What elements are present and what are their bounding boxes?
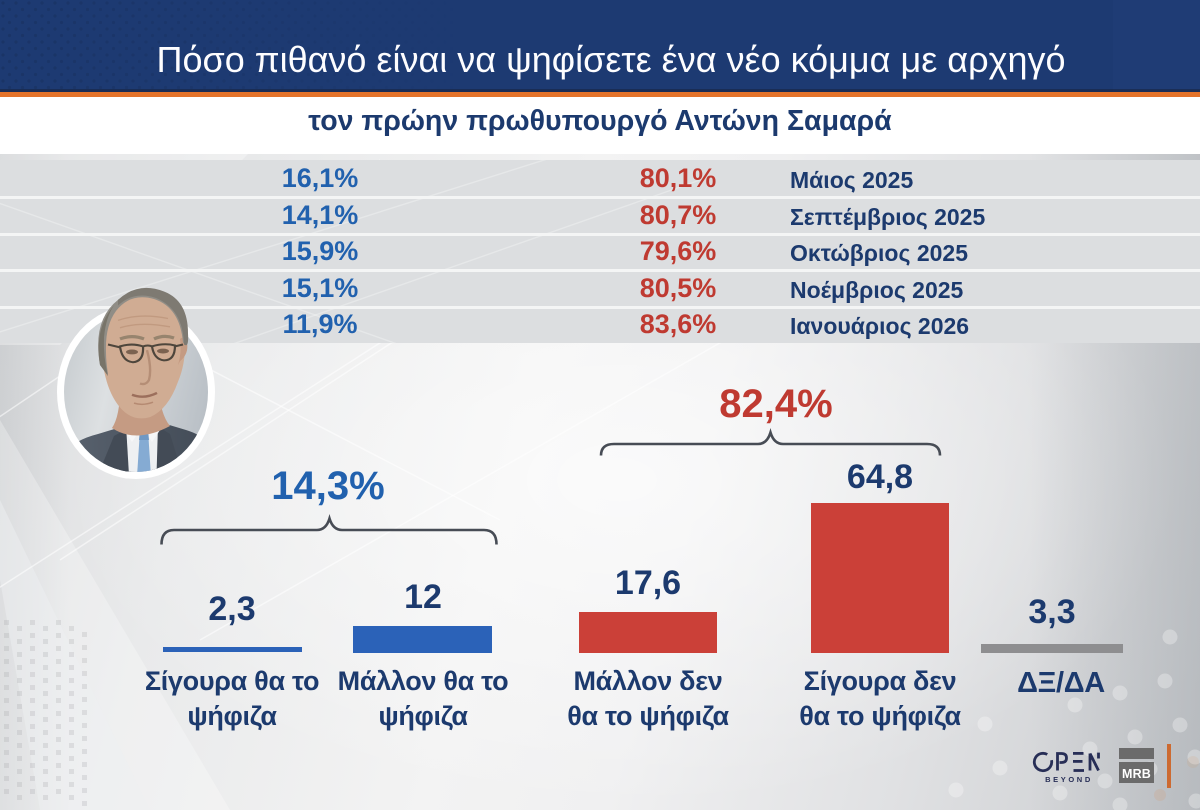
svg-text:BEYOND: BEYOND (1045, 775, 1093, 784)
